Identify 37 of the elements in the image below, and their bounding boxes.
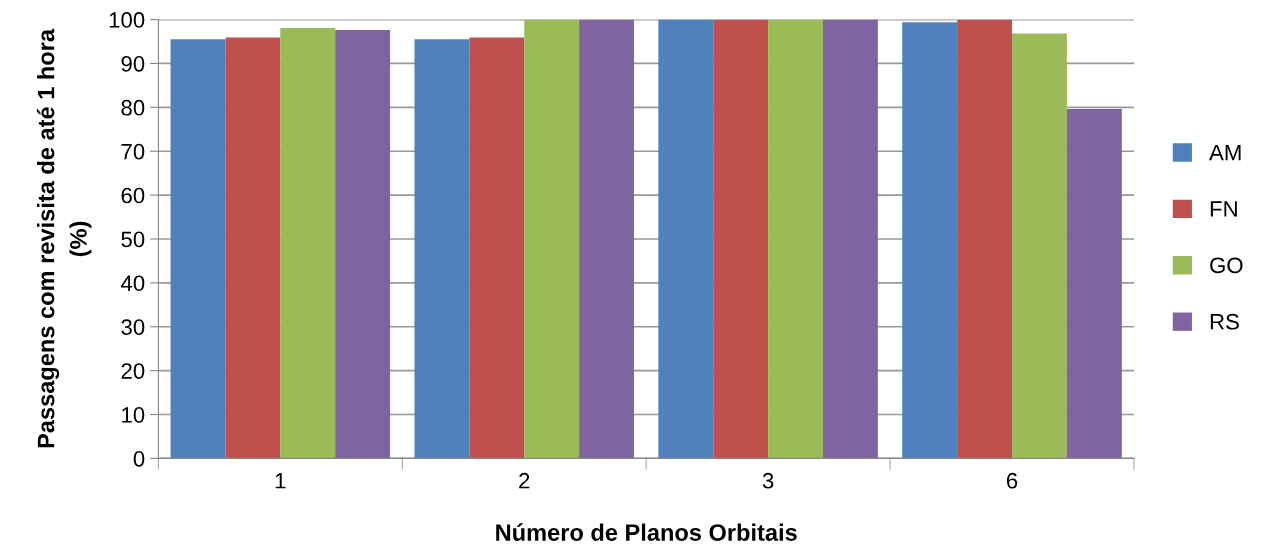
bar xyxy=(658,19,714,459)
bar xyxy=(524,19,580,459)
y-tick-label: 60 xyxy=(121,187,145,204)
x-tick-label: 6 xyxy=(1006,472,1018,489)
bar xyxy=(469,37,525,459)
bar xyxy=(902,22,958,459)
y-tick-label: 30 xyxy=(121,319,145,336)
x-tick-label: 3 xyxy=(762,472,774,489)
y-tick-label: 10 xyxy=(122,407,145,423)
x-tick-label: 2 xyxy=(519,472,530,489)
bar xyxy=(823,19,878,459)
legend-label: FN xyxy=(1210,201,1237,217)
legend-label: AM xyxy=(1209,144,1241,161)
bar xyxy=(1066,109,1122,459)
bar xyxy=(414,39,470,459)
bar xyxy=(225,37,281,459)
bar xyxy=(768,19,823,459)
y-tick-label: 40 xyxy=(120,275,145,292)
bar xyxy=(280,27,336,459)
y-tick-label: 20 xyxy=(121,363,145,379)
bar xyxy=(335,30,391,459)
y-tick-label: 50 xyxy=(121,231,145,248)
bar xyxy=(579,19,634,459)
x-axis-title: Número de Planos Orbitais xyxy=(496,523,797,541)
y-tick-label: 90 xyxy=(121,55,145,72)
x-tick-label: 1 xyxy=(275,473,286,489)
legend-label: RS xyxy=(1210,313,1239,330)
bar xyxy=(957,19,1013,459)
y-tick-label: 100 xyxy=(109,12,145,28)
y-tick-label: 0 xyxy=(133,450,145,467)
bar xyxy=(713,19,769,459)
y-tick-label: 70 xyxy=(121,143,145,160)
y-axis-title: Passagens com revisita de até 1 hora (%) xyxy=(36,28,92,448)
legend-label: GO xyxy=(1210,257,1243,274)
bar xyxy=(170,39,226,459)
bar xyxy=(1012,33,1067,459)
y-tick-label: 80 xyxy=(121,99,145,116)
